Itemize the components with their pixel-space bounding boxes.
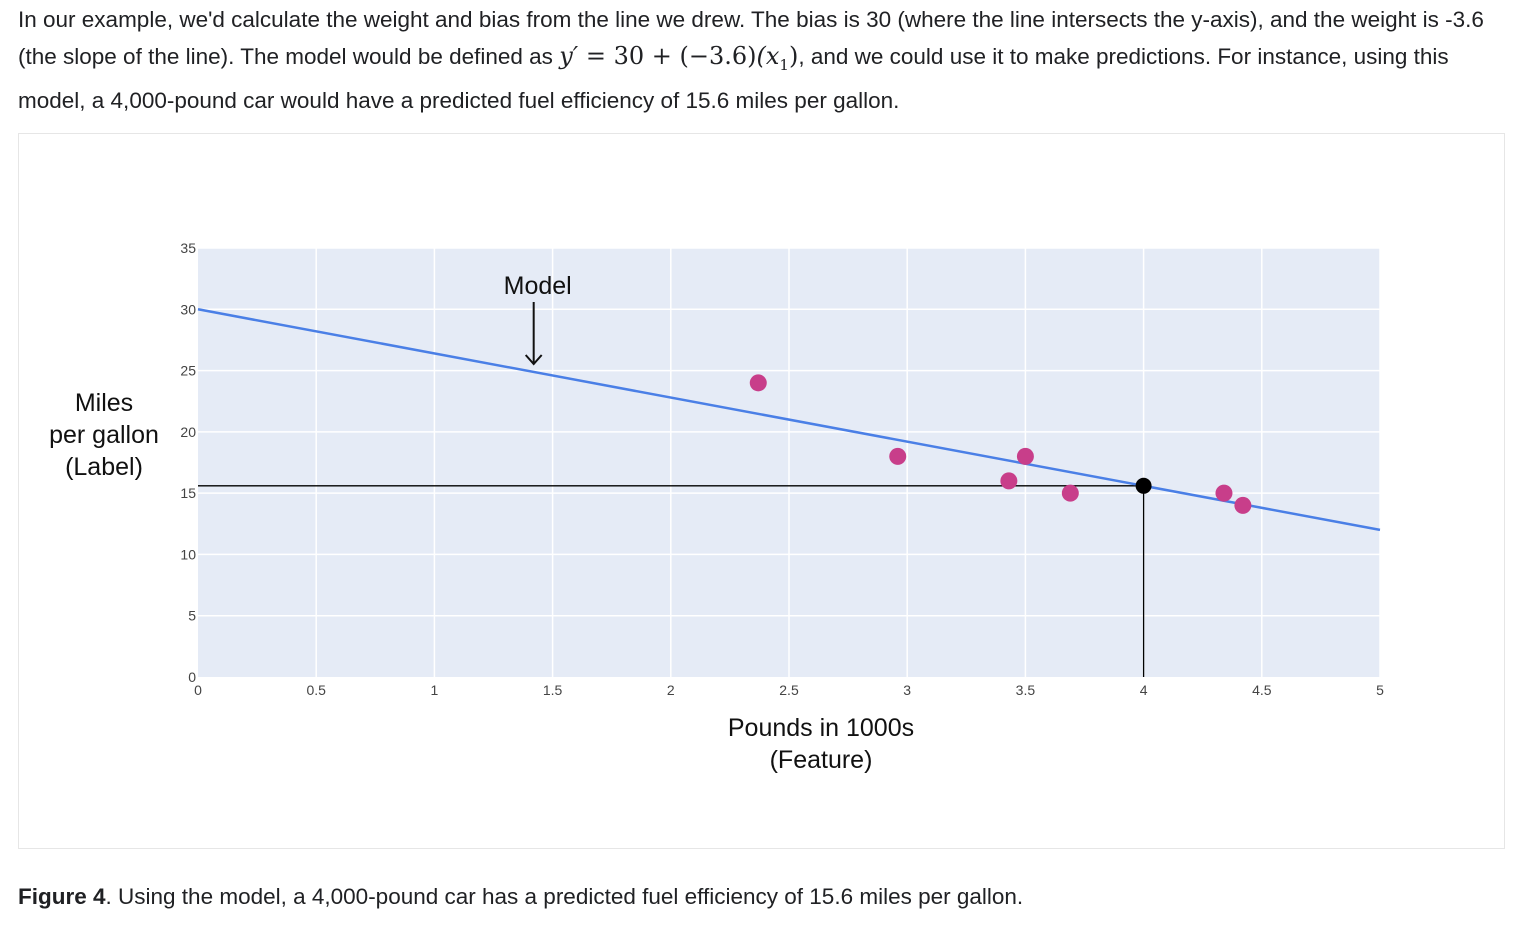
model-annotation: Model	[504, 272, 572, 366]
caption-text: . Using the model, a 4,000-pound car has…	[105, 884, 1024, 909]
y-tick-label: 25	[180, 363, 196, 379]
intro-paragraph: In our example, we'd calculate the weigh…	[18, 2, 1513, 119]
data-point	[889, 447, 907, 465]
formula-feature-close: )	[788, 42, 799, 70]
y-tick-label: 20	[180, 424, 196, 440]
formula-bias: 30	[613, 42, 645, 70]
x-tick-label: 3	[903, 682, 911, 698]
model-line	[197, 308, 1381, 532]
data-point	[1234, 496, 1252, 514]
y-tick-label: 5	[188, 608, 196, 624]
y-tick-label: 15	[180, 485, 196, 501]
caption-label: Figure 4	[18, 884, 106, 909]
intro-text-1: In our example, we'd calculate the weigh…	[18, 7, 1484, 69]
intro-text-2: , and we could use it to make prediction…	[18, 44, 1449, 113]
y-tick-label: 35	[180, 240, 196, 256]
y-tick-label: 0	[188, 669, 196, 685]
formula-equals: =	[578, 42, 614, 70]
x-tick-label: 1	[431, 682, 439, 698]
x-tick-label: 3.5	[1016, 682, 1036, 698]
model-formula: y′ = 30 + (−3.6)(x1)	[559, 42, 799, 74]
x-axis-title-line: Pounds in 1000s	[728, 714, 914, 742]
x-axis-title-line: (Feature)	[770, 746, 873, 774]
data-point	[749, 374, 767, 392]
x-tick-label: 2	[667, 682, 675, 698]
y-axis-title: Miles per gallon (Label)	[49, 389, 159, 481]
y-tick-label: 10	[180, 546, 196, 562]
x-axis-title: Pounds in 1000s (Feature)	[728, 714, 914, 774]
x-tick-label: 0.5	[306, 682, 326, 698]
data-point	[1061, 484, 1079, 502]
formula-lhs: y′	[559, 42, 579, 70]
data-point	[1016, 447, 1034, 465]
prediction-point	[1135, 477, 1152, 494]
figure-caption: Figure 4. Using the model, a 4,000-pound…	[18, 884, 1023, 910]
y-axis-title-line: Miles	[75, 389, 133, 417]
x-tick-label: 4.5	[1252, 682, 1272, 698]
x-tick-label: 4	[1140, 682, 1148, 698]
y-axis-ticks: 0 5 10 15 20 25 30 35	[180, 240, 196, 685]
prediction-guides	[198, 485, 1145, 677]
model-annotation-label: Model	[504, 272, 572, 300]
data-point	[1000, 472, 1018, 490]
x-tick-label: 2.5	[779, 682, 799, 698]
x-axis-ticks: 0 0.5 1 1.5 2 2.5 3 3.5 4 4.5 5	[194, 682, 1384, 698]
formula-feature-open: (x	[756, 42, 780, 70]
x-tick-label: 5	[1376, 682, 1384, 698]
data-point	[1215, 484, 1233, 502]
y-tick-label: 30	[180, 301, 196, 317]
data-points	[749, 374, 1252, 514]
x-tick-label: 0	[194, 682, 202, 698]
formula-feature-sub: 1	[779, 55, 789, 74]
gridlines	[198, 247, 1381, 677]
formula-plus: +	[644, 42, 680, 70]
formula-weight: (−3.6)	[679, 42, 757, 70]
x-tick-label: 1.5	[543, 682, 563, 698]
y-axis-title-line: per gallon	[49, 421, 159, 449]
y-axis-title-line: (Label)	[65, 453, 143, 481]
arrow-head-icon	[524, 354, 543, 366]
